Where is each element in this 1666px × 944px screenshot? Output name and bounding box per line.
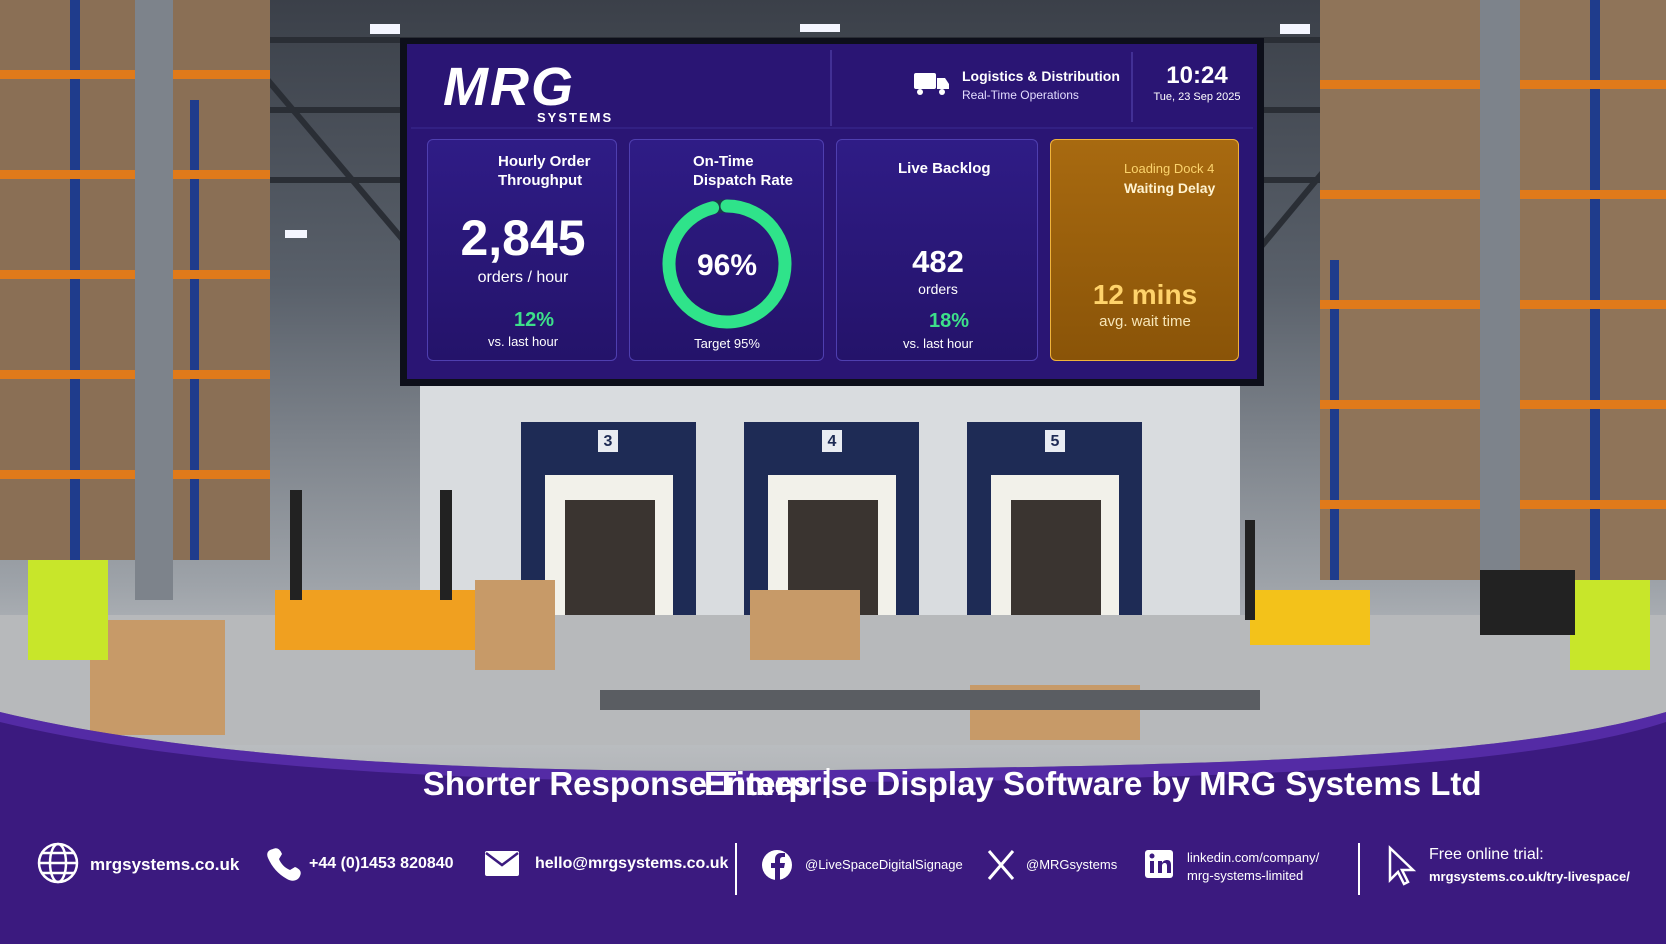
trial-label: Free online trial:: [1429, 846, 1544, 863]
metric-unit: orders: [918, 281, 958, 297]
alert-value: 12 mins: [1092, 279, 1198, 310]
gauge-arc: [662, 199, 792, 329]
footer-wave: [0, 712, 1666, 783]
dock-number: 3: [603, 433, 613, 450]
logo: MRG: [443, 57, 575, 117]
alert-note: avg. wait time: [1099, 313, 1191, 330]
globe-icon: [37, 842, 79, 884]
email: hello@mrgsystems.co.uk: [535, 855, 729, 872]
metric-value: 482: [912, 244, 964, 279]
metric-note: vs. last hour: [487, 334, 559, 349]
truck-icon: [914, 73, 949, 95]
phone: +44 (0)1453 820840: [309, 855, 454, 872]
metric-change: 12%: [514, 309, 555, 331]
dock-number: 5: [1050, 433, 1060, 450]
metric-unit: orders / hour: [477, 269, 569, 286]
card-title: Hourly Order: [498, 153, 591, 170]
facebook-icon: [762, 850, 792, 882]
right-shelves: [1320, 0, 1666, 600]
facebook: @LiveSpaceDigitalSignage: [805, 857, 963, 872]
tagline: Enterprise Display Software by MRG Syste…: [704, 765, 1482, 802]
clock-time: 10:24: [1166, 62, 1228, 89]
card: [836, 139, 1038, 361]
mode: Real-Time Operations: [962, 88, 1079, 102]
card-title: Throughput: [498, 172, 583, 189]
logo-sub: SYSTEMS: [537, 110, 614, 125]
x-icon: [987, 850, 1015, 880]
clock-date: Tue, 23 Sep 2025: [1153, 91, 1241, 103]
dock-doors: [521, 422, 1142, 616]
dock-number: 4: [827, 433, 837, 450]
linkedin: mrg-systems-limited: [1187, 868, 1304, 883]
gauge-label: 96%: [696, 249, 758, 282]
metric-change: 18%: [929, 310, 970, 332]
alert-title: Waiting Delay: [1124, 180, 1216, 196]
alert-title: Loading Dock 4: [1124, 161, 1215, 176]
left-shelves: [0, 0, 270, 600]
phone-icon: [267, 848, 301, 881]
cursor-icon: [1388, 845, 1417, 886]
tagline: Shorter Response Times: [422, 765, 811, 802]
linkedin-icon: [1145, 850, 1173, 878]
website: mrgsystems.co.uk: [90, 855, 240, 874]
linkedin: linkedin.com/company/: [1187, 850, 1320, 865]
card: [427, 139, 617, 361]
card-title: On-Time: [693, 153, 754, 170]
card-title: Dispatch Rate: [693, 172, 794, 189]
sector: Logistics & Distribution: [962, 68, 1120, 84]
alert-card: [1050, 139, 1239, 361]
card-title: Live Backlog: [898, 160, 991, 177]
floor-objects: [0, 490, 1666, 745]
x-handle: @MRGsystems: [1026, 857, 1118, 872]
metric-note: vs. last hour: [902, 336, 974, 351]
email-icon: [485, 851, 519, 876]
metric-value: 2,845: [460, 210, 586, 266]
metric-note: Target 95%: [694, 336, 760, 351]
trial-url: mrgsystems.co.uk/try-livespace/: [1429, 869, 1630, 884]
